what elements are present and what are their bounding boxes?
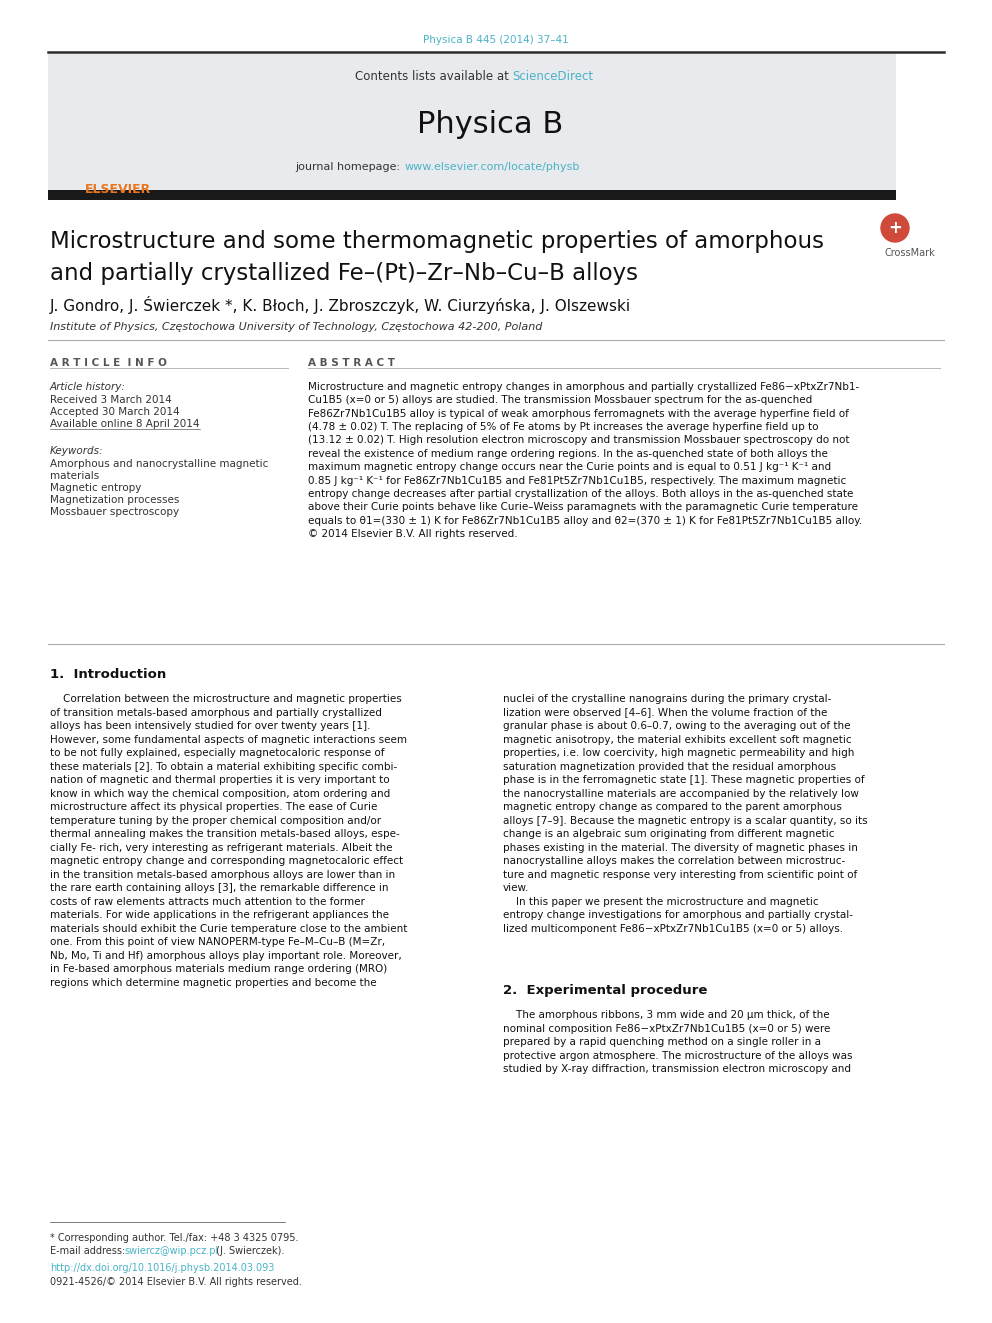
Text: Contents lists available at: Contents lists available at [355, 70, 513, 83]
Text: www.elsevier.com/locate/physb: www.elsevier.com/locate/physb [405, 161, 580, 172]
Text: Article history:: Article history: [50, 382, 126, 392]
Text: Amorphous and nanocrystalline magnetic: Amorphous and nanocrystalline magnetic [50, 459, 269, 468]
Text: ScienceDirect: ScienceDirect [512, 70, 593, 83]
Text: Magnetization processes: Magnetization processes [50, 495, 180, 505]
Text: Institute of Physics, Częstochowa University of Technology, Częstochowa 42-200, : Institute of Physics, Częstochowa Univer… [50, 321, 543, 332]
Text: Physica B: Physica B [417, 110, 563, 139]
Text: 0921-4526/© 2014 Elsevier B.V. All rights reserved.: 0921-4526/© 2014 Elsevier B.V. All right… [50, 1277, 302, 1287]
Text: Correlation between the microstructure and magnetic properties
of transition met: Correlation between the microstructure a… [50, 695, 408, 988]
Text: swiercz@wip.pcz.pl: swiercz@wip.pcz.pl [124, 1246, 218, 1256]
Text: Accepted 30 March 2014: Accepted 30 March 2014 [50, 407, 180, 417]
Text: Received 3 March 2014: Received 3 March 2014 [50, 396, 172, 405]
Text: materials: materials [50, 471, 99, 482]
Text: Mossbauer spectroscopy: Mossbauer spectroscopy [50, 507, 180, 517]
Circle shape [881, 214, 909, 242]
Text: A R T I C L E  I N F O: A R T I C L E I N F O [50, 359, 167, 368]
Text: * Corresponding author. Tel./fax: +48 3 4325 0795.: * Corresponding author. Tel./fax: +48 3 … [50, 1233, 299, 1244]
Text: Keywords:: Keywords: [50, 446, 103, 456]
Text: 1.  Introduction: 1. Introduction [50, 668, 167, 681]
Text: Magnetic entropy: Magnetic entropy [50, 483, 142, 493]
Text: Physica B 445 (2014) 37–41: Physica B 445 (2014) 37–41 [424, 34, 568, 45]
Text: A B S T R A C T: A B S T R A C T [308, 359, 395, 368]
Text: Microstructure and some thermomagnetic properties of amorphous: Microstructure and some thermomagnetic p… [50, 230, 824, 253]
Text: nuclei of the crystalline nanograins during the primary crystal-
lization were o: nuclei of the crystalline nanograins dur… [503, 695, 868, 934]
Text: ELSEVIER: ELSEVIER [85, 183, 151, 196]
Text: +: + [888, 220, 902, 237]
FancyBboxPatch shape [48, 191, 896, 200]
Text: E-mail address:: E-mail address: [50, 1246, 128, 1256]
Text: Available online 8 April 2014: Available online 8 April 2014 [50, 419, 199, 429]
Text: http://dx.doi.org/10.1016/j.physb.2014.03.093: http://dx.doi.org/10.1016/j.physb.2014.0… [50, 1263, 275, 1273]
Text: (J. Swierczek).: (J. Swierczek). [213, 1246, 285, 1256]
Text: 2.  Experimental procedure: 2. Experimental procedure [503, 984, 707, 998]
Text: CrossMark: CrossMark [885, 247, 935, 258]
Text: The amorphous ribbons, 3 mm wide and 20 μm thick, of the
nominal composition Fe8: The amorphous ribbons, 3 mm wide and 20 … [503, 1009, 852, 1074]
Text: Microstructure and magnetic entropy changes in amorphous and partially crystalli: Microstructure and magnetic entropy chan… [308, 382, 862, 538]
Text: and partially crystallized Fe–(Pt)–Zr–Nb–Cu–B alloys: and partially crystallized Fe–(Pt)–Zr–Nb… [50, 262, 638, 284]
FancyBboxPatch shape [48, 54, 896, 192]
Text: journal homepage:: journal homepage: [295, 161, 404, 172]
Text: J. Gondro, J. Świerczek *, K. Błoch, J. Zbroszczyk, W. Ciurzyńska, J. Olszewski: J. Gondro, J. Świerczek *, K. Błoch, J. … [50, 296, 631, 314]
